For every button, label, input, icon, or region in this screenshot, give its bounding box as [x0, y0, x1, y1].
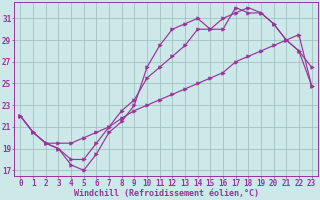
- X-axis label: Windchill (Refroidissement éolien,°C): Windchill (Refroidissement éolien,°C): [74, 189, 259, 198]
